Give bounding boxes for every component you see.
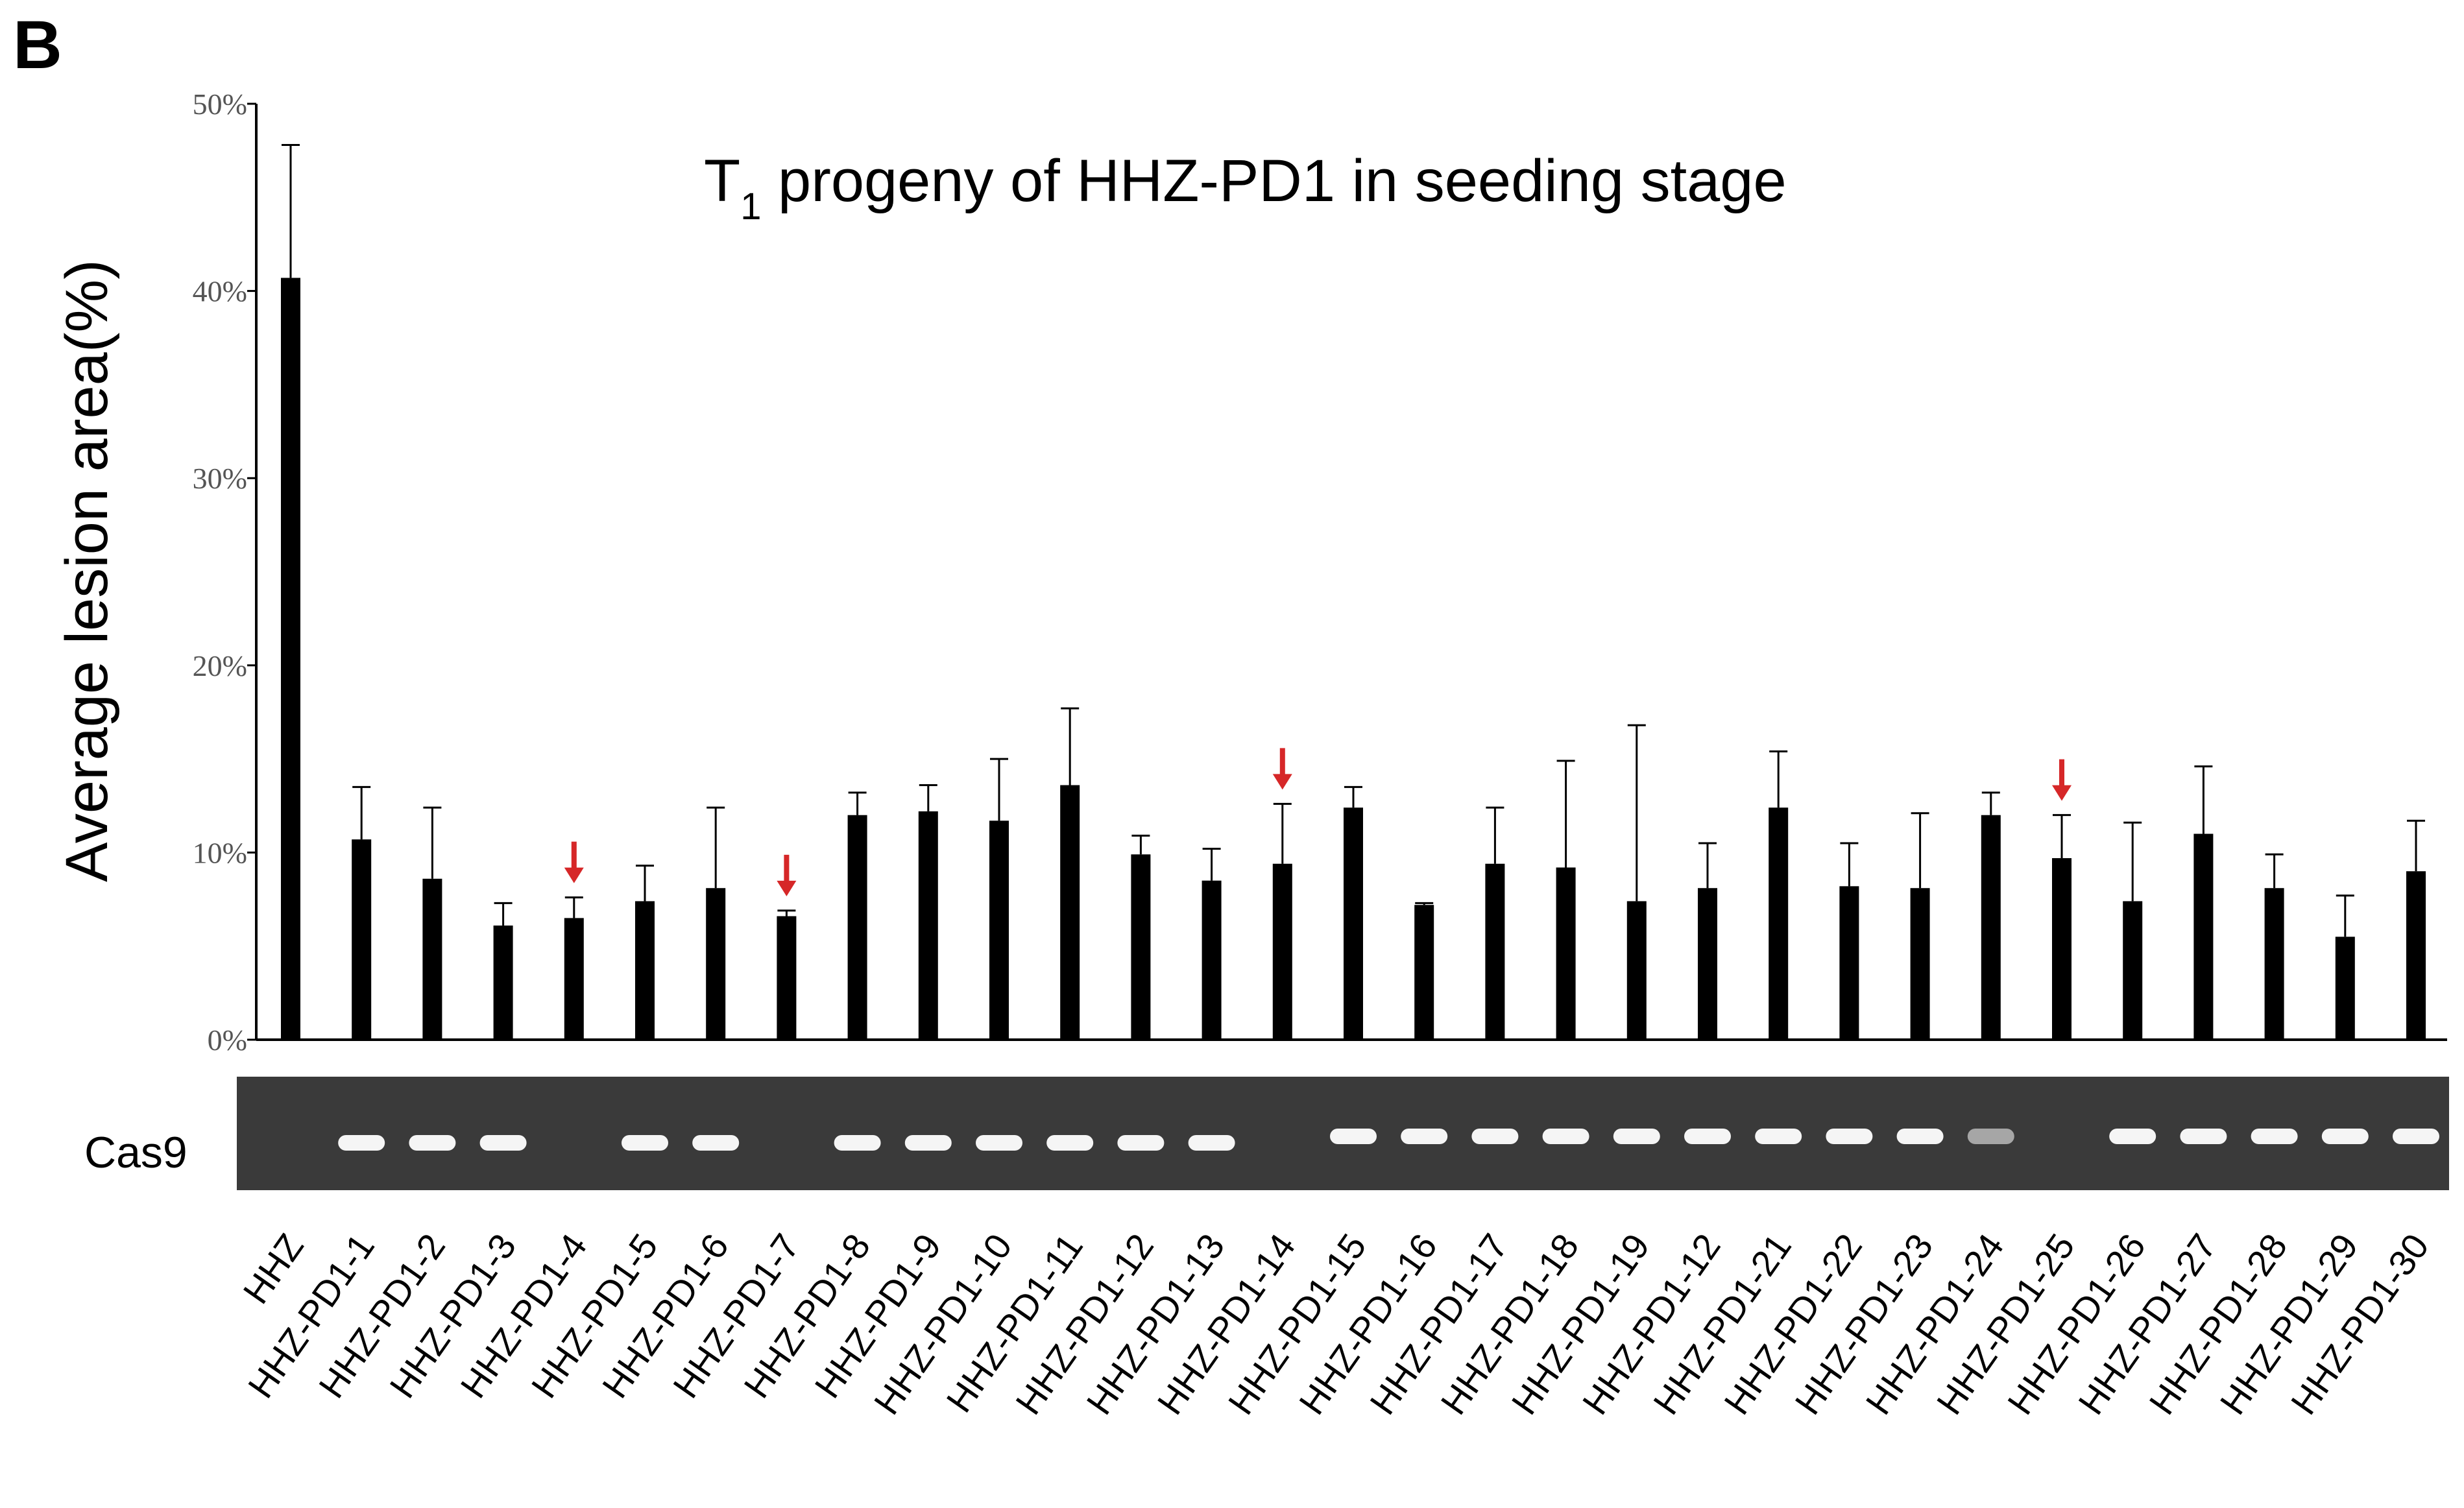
bar (2193, 833, 2214, 1040)
gel-band (1471, 1129, 1519, 1144)
chart-title-main: T (704, 148, 740, 214)
gel-label: Cas9 (84, 1128, 187, 1177)
gel-band (834, 1135, 881, 1151)
bar (777, 916, 797, 1040)
bar (422, 878, 442, 1040)
bar (635, 901, 655, 1040)
gel-band (338, 1135, 385, 1151)
gel-bands (338, 1129, 2439, 1151)
arrow-marker-head (777, 880, 797, 896)
arrow-marker-head (1272, 774, 1292, 790)
chart-title-rest: progeny of HHZ-PD1 in seeding stage (761, 148, 1786, 214)
bar (1414, 905, 1434, 1040)
bar (1060, 785, 1080, 1040)
bar (2406, 871, 2426, 1040)
gel-band (1117, 1135, 1165, 1151)
gel-band (1826, 1129, 1873, 1144)
gel-band (2180, 1129, 2227, 1144)
chart-title-subscript: 1 (740, 186, 761, 228)
arrow-marker-head (564, 867, 584, 883)
gel-band (1401, 1129, 1448, 1144)
error-bars (282, 143, 2425, 937)
gel-band (479, 1135, 527, 1151)
bar (1485, 863, 1505, 1040)
gel-band (1896, 1129, 1944, 1144)
bar (1131, 854, 1151, 1040)
arrow-marker-head (2052, 785, 2071, 801)
y-tick-label: 20% (193, 649, 247, 682)
bar (1769, 808, 1789, 1040)
y-ticks: 0% 10% 20% 30% 40% 50% (193, 88, 256, 1057)
bar (281, 278, 300, 1040)
bar (706, 888, 726, 1040)
bar (1981, 815, 2001, 1040)
bar (847, 815, 867, 1040)
chart-title: T1 progeny of HHZ-PD1 in seeding stage (704, 148, 1787, 228)
bar (1556, 867, 1576, 1040)
gel-band (1188, 1135, 1235, 1151)
bar (2335, 937, 2355, 1040)
bar (2264, 888, 2284, 1040)
bar (2123, 901, 2143, 1040)
gel-band (2321, 1129, 2369, 1144)
y-axis-label: Average lesion area(%) (54, 259, 120, 882)
bar (564, 918, 584, 1040)
gel-band (1684, 1129, 1731, 1144)
y-tick-label: 40% (193, 275, 247, 308)
gel-band (692, 1135, 740, 1151)
gel-band (904, 1135, 952, 1151)
gel-band (2109, 1129, 2156, 1144)
x-tick-labels: HHZHHZ-PD1-1HHZ-PD1-2HHZ-PD1-3HHZ-PD1-4H… (235, 1227, 2437, 1422)
gel-band (2251, 1129, 2298, 1144)
bar (1626, 901, 1647, 1040)
bar (1344, 808, 1363, 1040)
gel-band (1542, 1129, 1589, 1144)
bar (2052, 858, 2071, 1040)
gel-band (2393, 1129, 2439, 1144)
gel-band (976, 1135, 1022, 1151)
bar (352, 839, 372, 1040)
gel-band (1755, 1129, 1802, 1144)
bar (1202, 880, 1222, 1040)
arrow-markers (564, 748, 2071, 896)
gel-band (409, 1135, 456, 1151)
gel-band (622, 1135, 668, 1151)
gel-band (1330, 1129, 1377, 1144)
gel-band (1967, 1129, 2014, 1144)
bar (989, 820, 1009, 1040)
gel-band (1613, 1129, 1660, 1144)
y-tick-label: 0% (208, 1023, 247, 1057)
panel-label: B (13, 7, 62, 83)
gel-band (1046, 1135, 1094, 1151)
bar (493, 925, 513, 1040)
bar (1910, 888, 1930, 1040)
bar (1839, 886, 1859, 1040)
bar (1272, 863, 1292, 1040)
bar (918, 811, 938, 1040)
bar (1698, 888, 1717, 1040)
y-tick-label: 10% (193, 836, 247, 869)
y-tick-label: 30% (193, 462, 247, 495)
y-tick-label: 50% (193, 88, 247, 121)
bars (281, 278, 2426, 1040)
